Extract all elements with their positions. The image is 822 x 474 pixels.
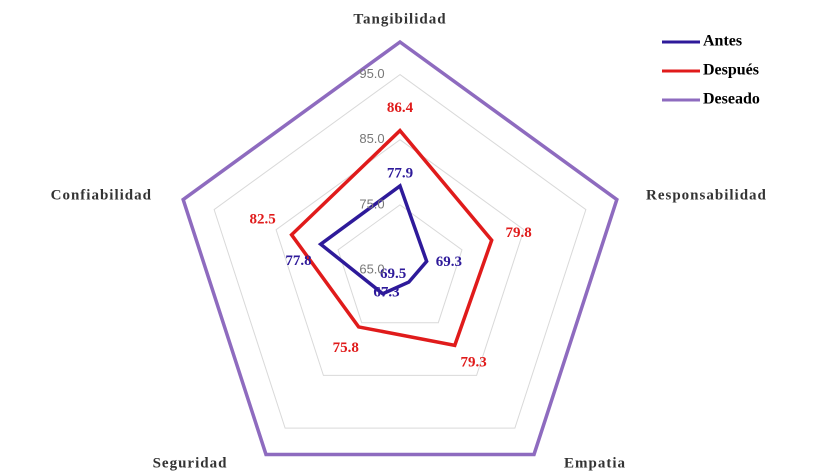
grid-ring	[337, 204, 463, 324]
category-label: Confiabilidad	[51, 187, 152, 203]
category-label: Tangibilidad	[353, 11, 446, 27]
data-label: 67.3	[373, 284, 399, 300]
data-label: 82.5	[250, 211, 276, 227]
data-label: 69.3	[436, 254, 462, 270]
category-label: Empatia	[564, 455, 626, 471]
series-line	[289, 128, 494, 348]
category-label: Seguridad	[153, 455, 228, 471]
data-label: 75.8	[333, 340, 359, 356]
data-label: 69.5	[380, 266, 406, 282]
data-label: 79.8	[505, 225, 531, 241]
grid-ring	[213, 73, 587, 429]
tick-label: 75.0	[359, 196, 384, 211]
series-line	[317, 183, 429, 296]
tick-label: 85.0	[359, 131, 384, 146]
legend-label: Después	[703, 62, 759, 79]
series-line	[181, 39, 619, 457]
category-label: Responsabilidad	[646, 187, 767, 203]
data-label: 86.4	[387, 100, 414, 116]
data-label: 79.3	[461, 355, 487, 371]
legend-label: Antes	[703, 33, 742, 50]
legend-label: Deseado	[703, 91, 760, 108]
tick-label: 95.0	[359, 66, 384, 81]
data-label: 77.8	[285, 253, 311, 269]
grid-ring	[275, 139, 525, 376]
data-label: 77.9	[387, 165, 413, 181]
tick-label: 65.0	[359, 261, 384, 276]
